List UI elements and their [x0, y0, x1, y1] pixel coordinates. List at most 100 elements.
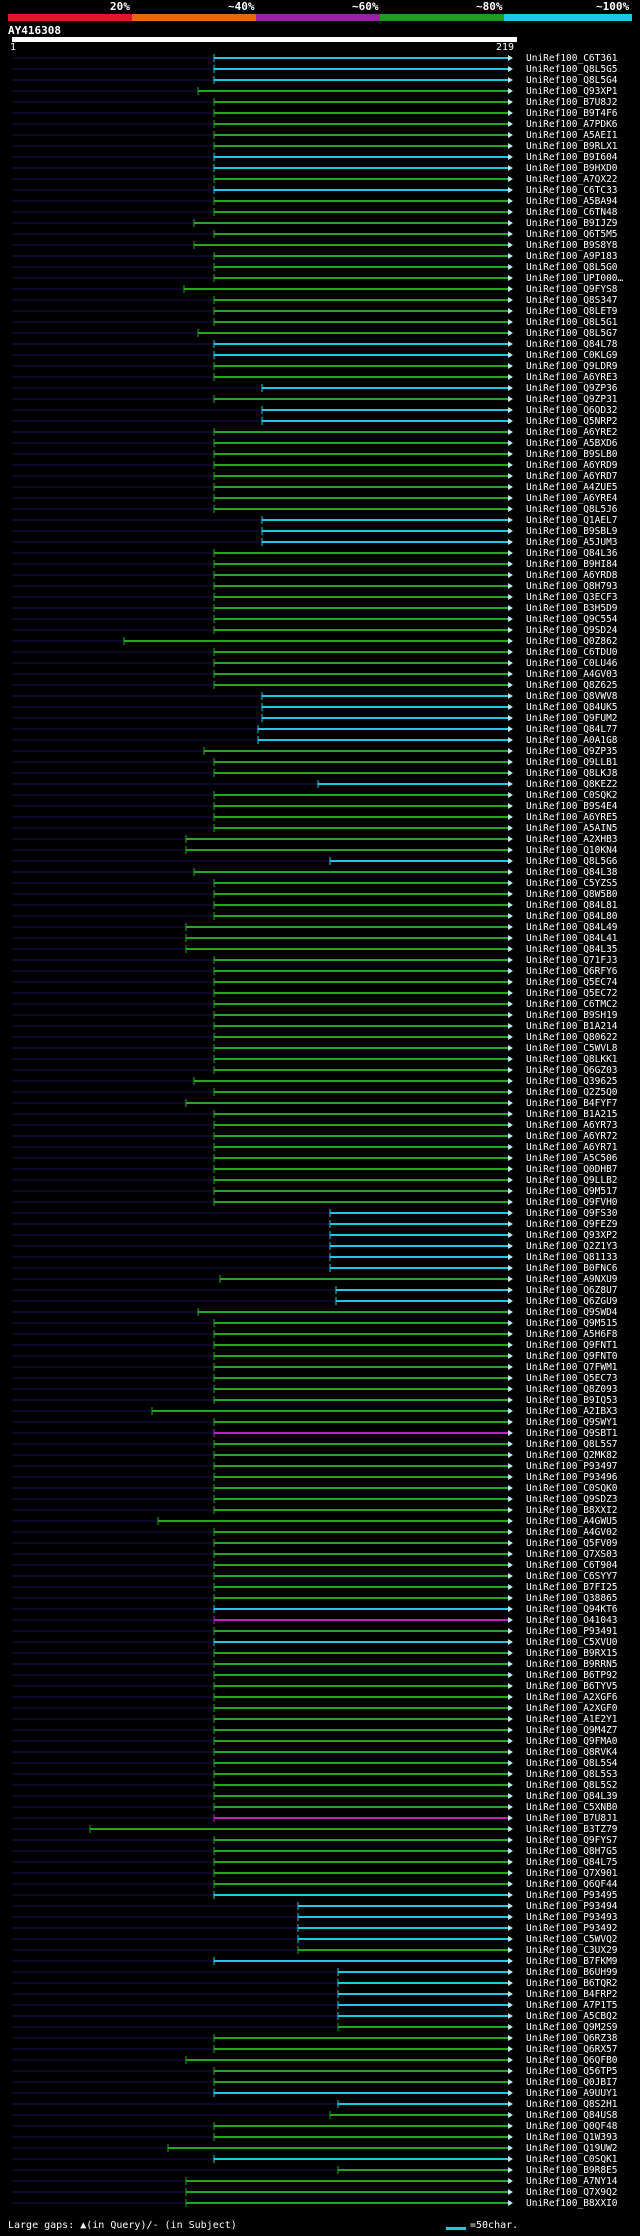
hit-end-arrow	[508, 1980, 513, 1986]
hit-label: UniRef100_C0SQK0	[526, 1483, 618, 1494]
hit-label: UniRef100_A2XGF6	[526, 1692, 618, 1703]
hit-label: UniRef100_Q9SD24	[526, 625, 618, 636]
hit-label: UniRef100_Q8L5J6	[526, 504, 618, 515]
hit-end-arrow	[508, 1463, 513, 1469]
hit-label: UniRef100_Q84L36	[526, 548, 618, 559]
hit-label: UniRef100_Q5EC72	[526, 988, 618, 999]
hit-end-arrow	[508, 1298, 513, 1304]
hit-label: UniRef100_Q8S2H1	[526, 2099, 618, 2110]
hit-label: UniRef100_B9T4F6	[526, 108, 618, 119]
hit-end-arrow	[508, 2112, 513, 2118]
hit-label: UniRef100_C5YZS5	[526, 878, 618, 889]
hit-label: UniRef100_O41043	[526, 1615, 618, 1626]
hit-label: UniRef100_B1A214	[526, 1021, 618, 1032]
hit-end-arrow	[508, 55, 513, 61]
hit-label: UniRef100_Q8L5S7	[526, 1439, 618, 1450]
hit-label: UniRef100_Q1W393	[526, 2132, 618, 2143]
hit-end-arrow	[508, 2035, 513, 2041]
hit-label: UniRef100_A6YRE2	[526, 427, 618, 438]
hit-end-arrow	[508, 308, 513, 314]
hit-label: UniRef100_Q9SDZ3	[526, 1494, 618, 1505]
hit-end-arrow	[508, 2002, 513, 2008]
hit-end-arrow	[508, 2024, 513, 2030]
hit-label: UniRef100_Q9FS30	[526, 1208, 618, 1219]
hit-end-arrow	[508, 1155, 513, 1161]
hit-end-arrow	[508, 1738, 513, 1744]
hit-label: UniRef100_B6TYV5	[526, 1681, 618, 1692]
hit-label: UniRef100_Q8Z625	[526, 680, 618, 691]
hit-label: UniRef100_C5WVQ2	[526, 1934, 618, 1945]
hit-label: UniRef100_Q6QD32	[526, 405, 618, 416]
hit-end-arrow	[508, 1133, 513, 1139]
hit-end-arrow	[508, 1243, 513, 1249]
hit-label: UniRef100_B9SBL9	[526, 526, 618, 537]
hit-end-arrow	[508, 165, 513, 171]
hit-label: UniRef100_P93493	[526, 1912, 618, 1923]
hit-end-arrow	[508, 594, 513, 600]
hit-end-arrow	[508, 1650, 513, 1656]
hit-end-arrow	[508, 264, 513, 270]
hit-label: UniRef100_Q84UK5	[526, 702, 618, 713]
hit-label: UniRef100_Q6RZ38	[526, 2033, 618, 2044]
hit-end-arrow	[508, 1606, 513, 1612]
hit-label: UniRef100_Q9SWY1	[526, 1417, 618, 1428]
hit-end-arrow	[508, 1254, 513, 1260]
hit-label: UniRef100_Q9FNT0	[526, 1351, 618, 1362]
legend-bar-40	[132, 14, 256, 21]
hit-end-arrow	[508, 319, 513, 325]
hit-label: UniRef100_B9R8E5	[526, 2165, 618, 2176]
hit-label: UniRef100_Q93XP1	[526, 86, 618, 97]
hit-label: UniRef100_A2IBX3	[526, 1406, 618, 1417]
hit-label: UniRef100_Q8LET9	[526, 306, 618, 317]
hit-label: UniRef100_Q7X901	[526, 1868, 618, 1879]
hit-label: UniRef100_Q84L35	[526, 944, 618, 955]
hit-end-arrow	[508, 2101, 513, 2107]
hit-end-arrow	[508, 2134, 513, 2140]
hit-end-arrow	[508, 1408, 513, 1414]
hit-label: UniRef100_C6T904	[526, 1560, 618, 1571]
hit-end-arrow	[508, 627, 513, 633]
hit-end-arrow	[508, 1815, 513, 1821]
hit-end-arrow	[508, 660, 513, 666]
hit-label: UniRef100_A6YR71	[526, 1142, 618, 1153]
hit-end-arrow	[508, 1749, 513, 1755]
hit-label: UniRef100_Q8L5S2	[526, 1780, 618, 1791]
hit-end-arrow	[508, 792, 513, 798]
hit-end-arrow	[508, 462, 513, 468]
hit-label: UniRef100_Q9M517	[526, 1186, 618, 1197]
hit-label: UniRef100_Q9LLB2	[526, 1175, 618, 1186]
hit-label: UniRef100_Q5EC73	[526, 1373, 618, 1384]
hit-label: UniRef100_Q9SBT1	[526, 1428, 618, 1439]
hit-end-arrow	[508, 1683, 513, 1689]
hit-label: UniRef100_Q71FJ3	[526, 955, 618, 966]
hit-end-arrow	[508, 1859, 513, 1865]
hit-label: UniRef100_P93495	[526, 1890, 618, 1901]
hit-label: UniRef100_Q84L39	[526, 1791, 618, 1802]
scale-line	[446, 2227, 466, 2230]
hit-label: UniRef100_Q9SWD4	[526, 1307, 618, 1318]
hit-label: UniRef100_B9I604	[526, 152, 618, 163]
hit-end-arrow	[508, 1793, 513, 1799]
hit-end-arrow	[508, 803, 513, 809]
hit-label: UniRef100_Q8RVK4	[526, 1747, 618, 1758]
hit-label: UniRef100_C0SQK2	[526, 790, 618, 801]
hit-label: UniRef100_Q0QF48	[526, 2121, 618, 2132]
hit-label: UniRef100_Q9FYS7	[526, 1835, 618, 1846]
hit-end-arrow	[508, 231, 513, 237]
hit-end-arrow	[508, 1166, 513, 1172]
hit-end-arrow	[508, 561, 513, 567]
hit-end-arrow	[508, 2013, 513, 2019]
hit-end-arrow	[508, 847, 513, 853]
hit-label: UniRef100_Q5EC74	[526, 977, 618, 988]
hit-label: UniRef100_B9S8Y8	[526, 240, 618, 251]
hit-label: UniRef100_A5CBQ2	[526, 2011, 618, 2022]
hit-end-arrow	[508, 1056, 513, 1062]
hit-end-arrow	[508, 748, 513, 754]
hit-label: UniRef100_B9S4E4	[526, 801, 618, 812]
hit-end-arrow	[508, 1672, 513, 1678]
hit-end-arrow	[508, 1925, 513, 1931]
hit-end-arrow	[508, 209, 513, 215]
hit-end-arrow	[508, 1089, 513, 1095]
hit-label: UniRef100_B7U8J1	[526, 1813, 618, 1824]
